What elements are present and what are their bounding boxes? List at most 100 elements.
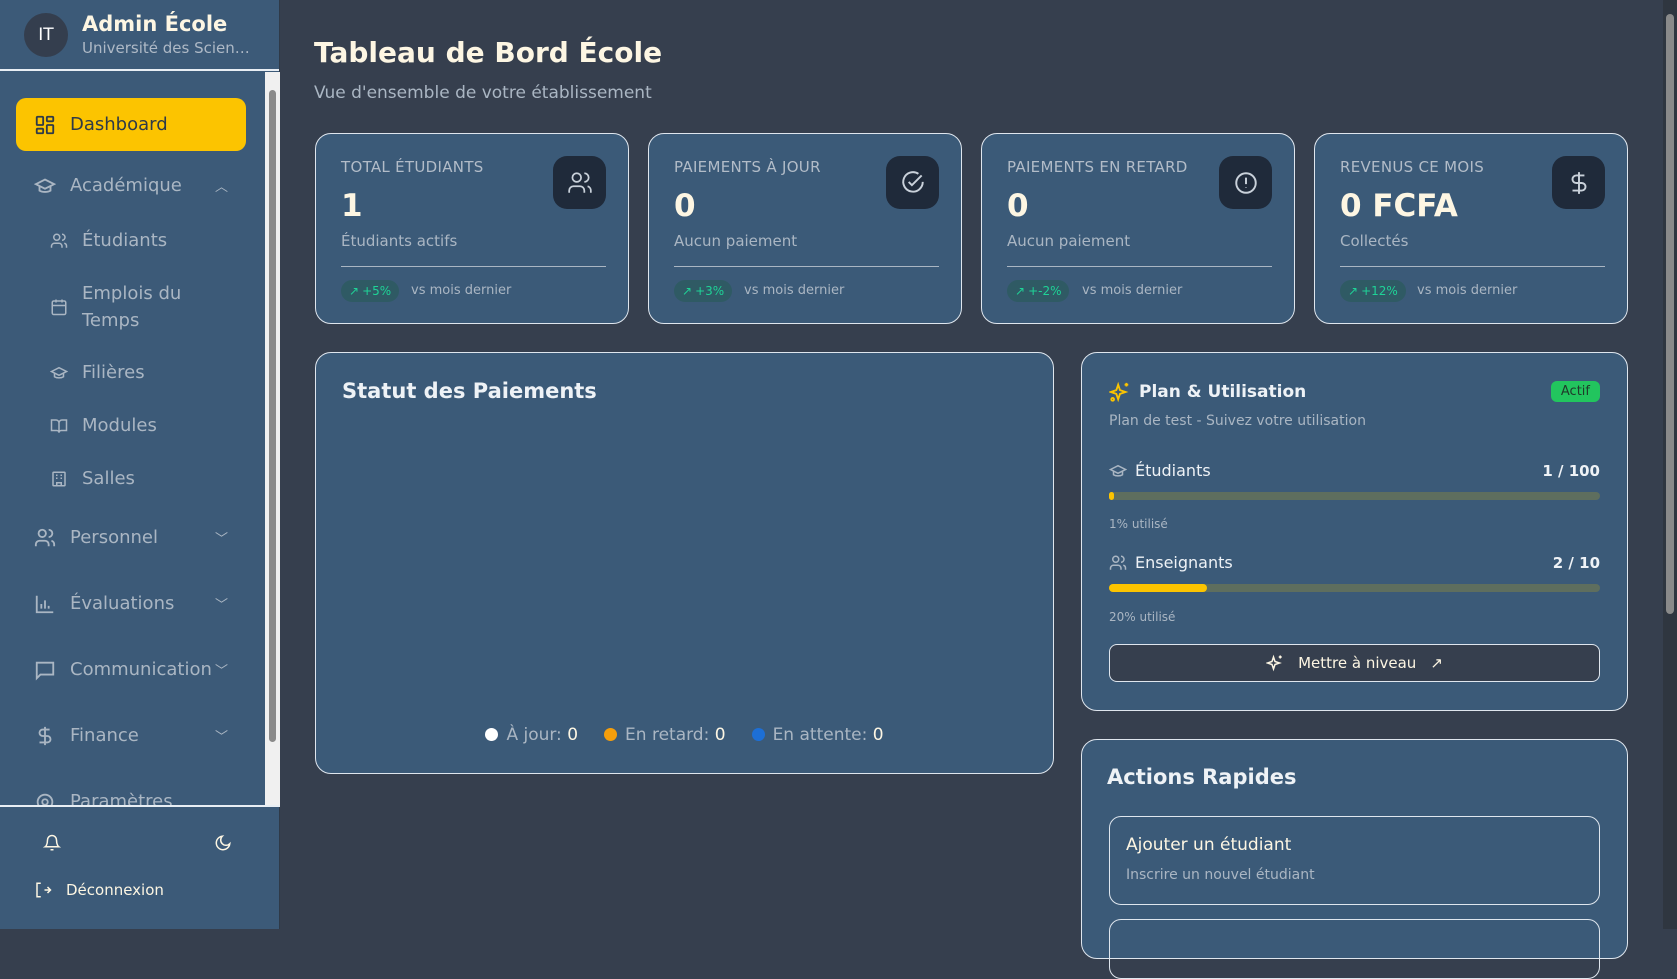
building-icon — [52, 471, 66, 486]
users-icon — [567, 171, 592, 193]
avatar: IT — [24, 12, 68, 57]
sidebar-item-emplois-du-temps[interactable]: Emplois du Temps — [16, 272, 246, 342]
dashboard-icon — [35, 115, 55, 134]
stat-card-paiements-en-retard: PAIEMENTS EN RETARD 0 Aucun paiement ↗ +-… — [981, 133, 1295, 324]
sparkles-icon — [1266, 654, 1282, 672]
legend-item-en-attente[interactable]: En attente: 0 — [751, 725, 884, 745]
usage-percent: 20% utilisé — [1109, 610, 1176, 624]
stat-desc: Étudiants actifs — [341, 232, 458, 250]
sidebar-item-finance[interactable]: Finance ﹀ — [16, 709, 246, 762]
page-scrollbar[interactable] — [1663, 0, 1677, 929]
usage-row-enseignants: Enseignants 2 / 10 — [1109, 553, 1600, 572]
book-icon — [50, 418, 68, 433]
dollar-icon — [38, 726, 52, 745]
trend-badge: ↗ +-2% — [1007, 280, 1070, 302]
usage-percent: 1% utilisé — [1109, 517, 1168, 531]
stat-label: PAIEMENTS EN RETARD — [1007, 158, 1188, 176]
sidebar-header: IT Admin École Université des Sciences — [0, 0, 279, 71]
upgrade-label: Mettre à niveau — [1298, 654, 1417, 672]
sidebar-item-communication[interactable]: Communication ﹀ — [16, 643, 246, 696]
graduation-cap-icon — [1109, 464, 1127, 477]
page-subtitle: Vue d'ensemble de votre établissement — [314, 83, 652, 103]
check-circle-icon — [901, 170, 924, 193]
sidebar-item-parametres[interactable]: Paramètres — [16, 775, 246, 805]
stat-desc: Aucun paiement — [674, 232, 798, 250]
action-desc: Inscrire un nouvel étudiant — [1126, 867, 1315, 883]
users-icon — [1109, 555, 1127, 570]
usage-count: 1 / 100 — [1542, 461, 1600, 480]
quick-actions-card: Actions Rapides Ajouter un étudiant Insc… — [1081, 739, 1628, 979]
sidebar-footer: Déconnexion — [0, 805, 280, 929]
usage-progress-enseignants — [1109, 584, 1600, 592]
sidebar-item-modules[interactable]: Modules — [16, 399, 246, 452]
status-badge: Actif — [1550, 381, 1600, 402]
chevron-down-icon: ﹀ — [214, 598, 228, 613]
sidebar-item-label: Filières — [82, 362, 145, 383]
sidebar-item-label: Modules — [82, 415, 157, 436]
chart-legend: À jour: 0 En retard: 0 En attente: 0 — [316, 725, 1053, 745]
dollar-icon — [1571, 171, 1586, 194]
chevron-down-icon: ﹀ — [214, 532, 228, 547]
upgrade-button[interactable]: Mettre à niveau ↗ — [1109, 644, 1600, 682]
sidebar-item-label: Emplois du Temps — [82, 283, 182, 331]
plan-usage-card: Plan & Utilisation Actif Plan de test - … — [1081, 352, 1628, 711]
sidebar-item-label: Étudiants — [82, 230, 168, 251]
chevron-down-icon: ﹀ — [214, 664, 228, 679]
sidebar-item-etudiants[interactable]: Étudiants — [16, 214, 246, 267]
trending-up-icon: ↗ — [1015, 284, 1026, 298]
bell-icon[interactable] — [43, 834, 61, 852]
usage-row-etudiants: Étudiants 1 / 100 — [1109, 461, 1600, 480]
sidebar-item-filieres[interactable]: Filières — [16, 346, 246, 399]
sidebar-nav: Dashboard Académique ︿ Étudiants Emplois … — [0, 72, 265, 805]
sidebar-item-salles[interactable]: Salles — [16, 452, 246, 505]
sidebar-item-personnel[interactable]: Personnel ﹀ — [16, 511, 246, 564]
plan-subtitle: Plan de test - Suivez votre utilisation — [1109, 413, 1366, 429]
sidebar-scrollbar[interactable] — [265, 72, 280, 805]
sidebar-item-label: Personnel — [70, 527, 158, 548]
sidebar-item-label: Académique — [70, 175, 182, 196]
main-content: Tableau de Bord École Vue d'ensemble de … — [280, 0, 1663, 979]
action-title: Ajouter un étudiant — [1126, 835, 1292, 855]
trend-badge: ↗ +3% — [674, 280, 733, 302]
sidebar-item-label: Dashboard — [70, 114, 168, 135]
graduation-cap-icon — [50, 366, 68, 379]
stat-value: 0 — [1007, 188, 1029, 224]
users-icon — [34, 528, 56, 546]
sparkles-icon — [1109, 381, 1129, 403]
card-title: Plan & Utilisation — [1139, 382, 1307, 402]
stat-desc: Aucun paiement — [1007, 232, 1131, 250]
logout-icon — [36, 882, 52, 898]
stat-value: 0 FCFA — [1340, 188, 1458, 224]
action-item[interactable] — [1109, 919, 1600, 979]
stat-desc: Collectés — [1340, 232, 1409, 250]
school-admin-title: Admin École — [82, 12, 228, 36]
sidebar-item-label: Évaluations — [70, 593, 175, 614]
calendar-icon — [51, 299, 67, 316]
users-icon — [50, 233, 68, 248]
stat-value: 1 — [341, 188, 363, 224]
stat-card-paiements-a-jour: PAIEMENTS À JOUR 0 Aucun paiement ↗ +3% v… — [648, 133, 962, 324]
trend-badge: ↗ +12% — [1340, 280, 1406, 302]
legend-item-a-jour[interactable]: À jour: 0 — [485, 725, 578, 745]
stat-card-total-etudiants: TOTAL ÉTUDIANTS 1 Étudiants actifs ↗ +5% … — [315, 133, 629, 324]
sidebar-item-evaluations[interactable]: Évaluations ﹀ — [16, 577, 246, 630]
logout-button[interactable]: Déconnexion — [34, 881, 164, 899]
action-add-student[interactable]: Ajouter un étudiant Inscrire un nouvel é… — [1109, 816, 1600, 905]
sidebar-item-label: Finance — [70, 725, 139, 746]
payment-status-card: Statut des Paiements À jour: 0 En retard… — [315, 352, 1054, 774]
sidebar-item-label: Salles — [82, 468, 135, 489]
card-title: Actions Rapides — [1107, 765, 1297, 789]
usage-progress-etudiants — [1109, 492, 1600, 500]
sidebar-item-academique[interactable]: Académique ︿ — [16, 159, 246, 212]
school-name: Université des Sciences — [82, 39, 252, 57]
trending-up-icon: ↗ — [349, 284, 360, 298]
sidebar-item-dashboard[interactable]: Dashboard — [16, 98, 246, 151]
graduation-cap-icon — [34, 178, 56, 193]
legend-item-en-retard[interactable]: En retard: 0 — [604, 725, 726, 745]
trend-badge: ↗ +5% — [341, 280, 400, 302]
trend-caption: vs mois dernier — [1082, 283, 1183, 298]
sidebar-item-label: Communication — [70, 659, 212, 680]
arrow-up-right-icon: ↗ — [1430, 654, 1443, 672]
message-icon — [35, 661, 55, 680]
moon-icon[interactable] — [214, 834, 232, 852]
